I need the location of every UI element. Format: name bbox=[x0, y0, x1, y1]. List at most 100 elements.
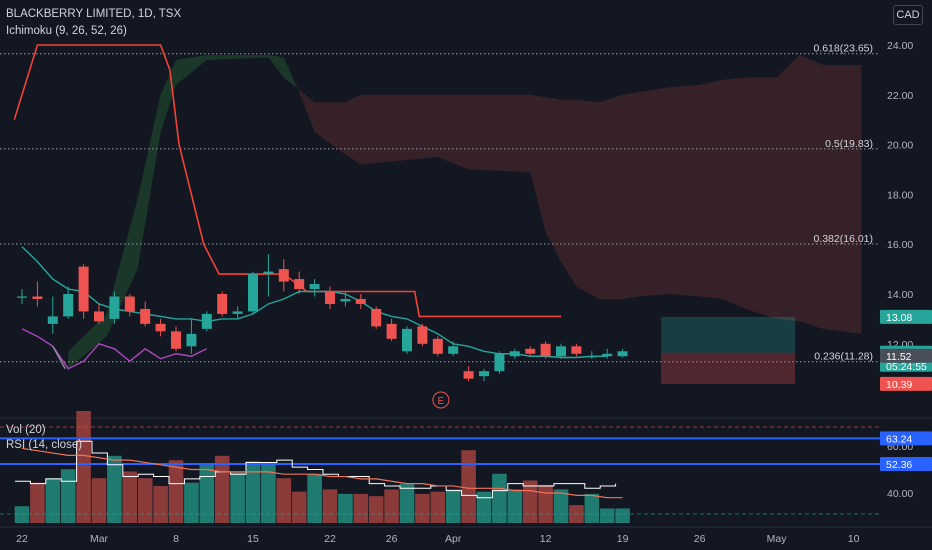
volume-bar bbox=[461, 450, 476, 523]
candle-body bbox=[540, 343, 551, 357]
volume-bar bbox=[76, 411, 91, 523]
volume-bar bbox=[538, 484, 553, 523]
price-axis-tick: 24.00 bbox=[887, 40, 913, 52]
position-stop-zone bbox=[661, 352, 796, 384]
candle-body bbox=[17, 296, 27, 298]
price-tag-sub: 05:24:55 bbox=[886, 361, 927, 373]
candle-body bbox=[124, 296, 135, 312]
chart-title: BLACKBERRY LIMITED, 1D, TSX bbox=[6, 8, 182, 20]
candle-body bbox=[171, 331, 181, 349]
candle-body bbox=[417, 326, 428, 344]
ichimoku-cloud-bearish bbox=[299, 54, 862, 334]
fib-level-label: 0.618(23.65) bbox=[813, 43, 873, 55]
time-axis-tick: Apr bbox=[445, 533, 462, 545]
time-axis-tick: May bbox=[767, 533, 788, 545]
volume-bar bbox=[599, 508, 615, 523]
candle-body bbox=[201, 313, 212, 329]
volume-bar bbox=[184, 482, 199, 523]
candle-body bbox=[586, 356, 597, 358]
volume-bar bbox=[322, 489, 338, 523]
candle-body bbox=[232, 311, 243, 314]
candle-body bbox=[386, 323, 397, 339]
volume-bar bbox=[415, 493, 430, 523]
candle-body bbox=[248, 274, 258, 312]
volume-bar bbox=[384, 489, 399, 523]
candle-body bbox=[32, 296, 43, 299]
rsi-band-tag: 52.36 bbox=[886, 459, 912, 471]
rsi-band-tag: 63.24 bbox=[886, 433, 912, 445]
volume-bar bbox=[214, 455, 230, 523]
volume-bar bbox=[14, 506, 30, 523]
candle-body bbox=[155, 323, 166, 332]
candle-body bbox=[109, 296, 120, 319]
volume-bar bbox=[430, 491, 446, 523]
candle-body bbox=[47, 316, 58, 324]
indicator-rsi-label[interactable]: RSI (14, close) bbox=[6, 439, 83, 451]
price-tag: 13.08 bbox=[886, 312, 912, 324]
candle-body bbox=[309, 284, 320, 290]
candle-body bbox=[463, 371, 474, 379]
fib-level-label: 0.382(16.01) bbox=[813, 233, 873, 245]
rsi-line bbox=[15, 440, 617, 499]
candle-body bbox=[63, 294, 74, 317]
price-tag-bg bbox=[880, 348, 932, 363]
volume-bar bbox=[291, 491, 307, 523]
price-axis-tick: 14.00 bbox=[887, 289, 913, 301]
indicator-ichimoku-label[interactable]: Ichimoku (9, 26, 52, 26) bbox=[6, 25, 127, 37]
candle-body bbox=[602, 353, 613, 357]
time-axis-tick: 8 bbox=[173, 533, 179, 545]
price-axis-tick: 18.00 bbox=[887, 189, 913, 201]
indicator-volume-label[interactable]: Vol (20) bbox=[6, 424, 46, 436]
volume-bar bbox=[476, 491, 492, 523]
volume-bar bbox=[492, 473, 507, 523]
price-tag: 11.52 bbox=[886, 351, 912, 363]
candle-body bbox=[448, 346, 459, 354]
volume-bar bbox=[522, 480, 538, 523]
time-axis-tick: 22 bbox=[16, 533, 28, 545]
candle-body bbox=[78, 266, 89, 312]
price-tag: 10.39 bbox=[886, 379, 912, 391]
volume-bar bbox=[107, 455, 122, 523]
candle-body bbox=[186, 333, 197, 347]
candle-body bbox=[617, 351, 628, 357]
ichimoku-cloud-bullish bbox=[68, 54, 300, 369]
currency-badge[interactable]: CAD bbox=[893, 5, 923, 25]
candle-body bbox=[263, 271, 274, 275]
earnings-marker bbox=[432, 391, 450, 409]
time-axis-tick: 19 bbox=[617, 533, 629, 545]
volume-bar bbox=[230, 472, 245, 523]
time-axis-tick: 26 bbox=[694, 533, 706, 545]
volume-bar bbox=[199, 464, 215, 523]
volume-bar bbox=[245, 461, 261, 523]
ichimoku-lagging-span-segment bbox=[52, 345, 66, 370]
ichimoku-base-line bbox=[13, 44, 561, 318]
volume-bar bbox=[507, 489, 523, 523]
volume-bar bbox=[276, 478, 292, 523]
candle-body bbox=[340, 298, 351, 302]
fib-level-label: 0.236(11.28) bbox=[814, 351, 873, 363]
rsi-band-tag-bg bbox=[880, 456, 932, 471]
volume-bar bbox=[261, 464, 276, 523]
candle-body bbox=[217, 294, 228, 314]
volume-bar bbox=[45, 478, 61, 523]
volume-bar bbox=[307, 473, 322, 523]
price-axis-tick: 22.00 bbox=[887, 90, 913, 102]
candle-body bbox=[355, 298, 366, 304]
fib-level-label: 0.5(19.83) bbox=[825, 138, 873, 150]
volume-bar bbox=[168, 460, 184, 523]
time-axis-tick: 26 bbox=[386, 533, 398, 545]
volume-bar bbox=[122, 471, 138, 523]
candle-body bbox=[294, 279, 305, 290]
volume-bar bbox=[584, 493, 600, 523]
time-axis-tick: 22 bbox=[324, 533, 336, 545]
earnings-marker-label: E bbox=[438, 396, 445, 407]
price-tag-bg bbox=[880, 376, 932, 391]
position-target-zone bbox=[661, 316, 796, 353]
price-tag-bg bbox=[880, 309, 932, 324]
volume-bar bbox=[553, 489, 569, 523]
time-axis-tick: 15 bbox=[247, 533, 259, 545]
volume-bar bbox=[368, 496, 384, 523]
candle-body bbox=[525, 348, 536, 354]
volume-bar bbox=[615, 508, 630, 523]
